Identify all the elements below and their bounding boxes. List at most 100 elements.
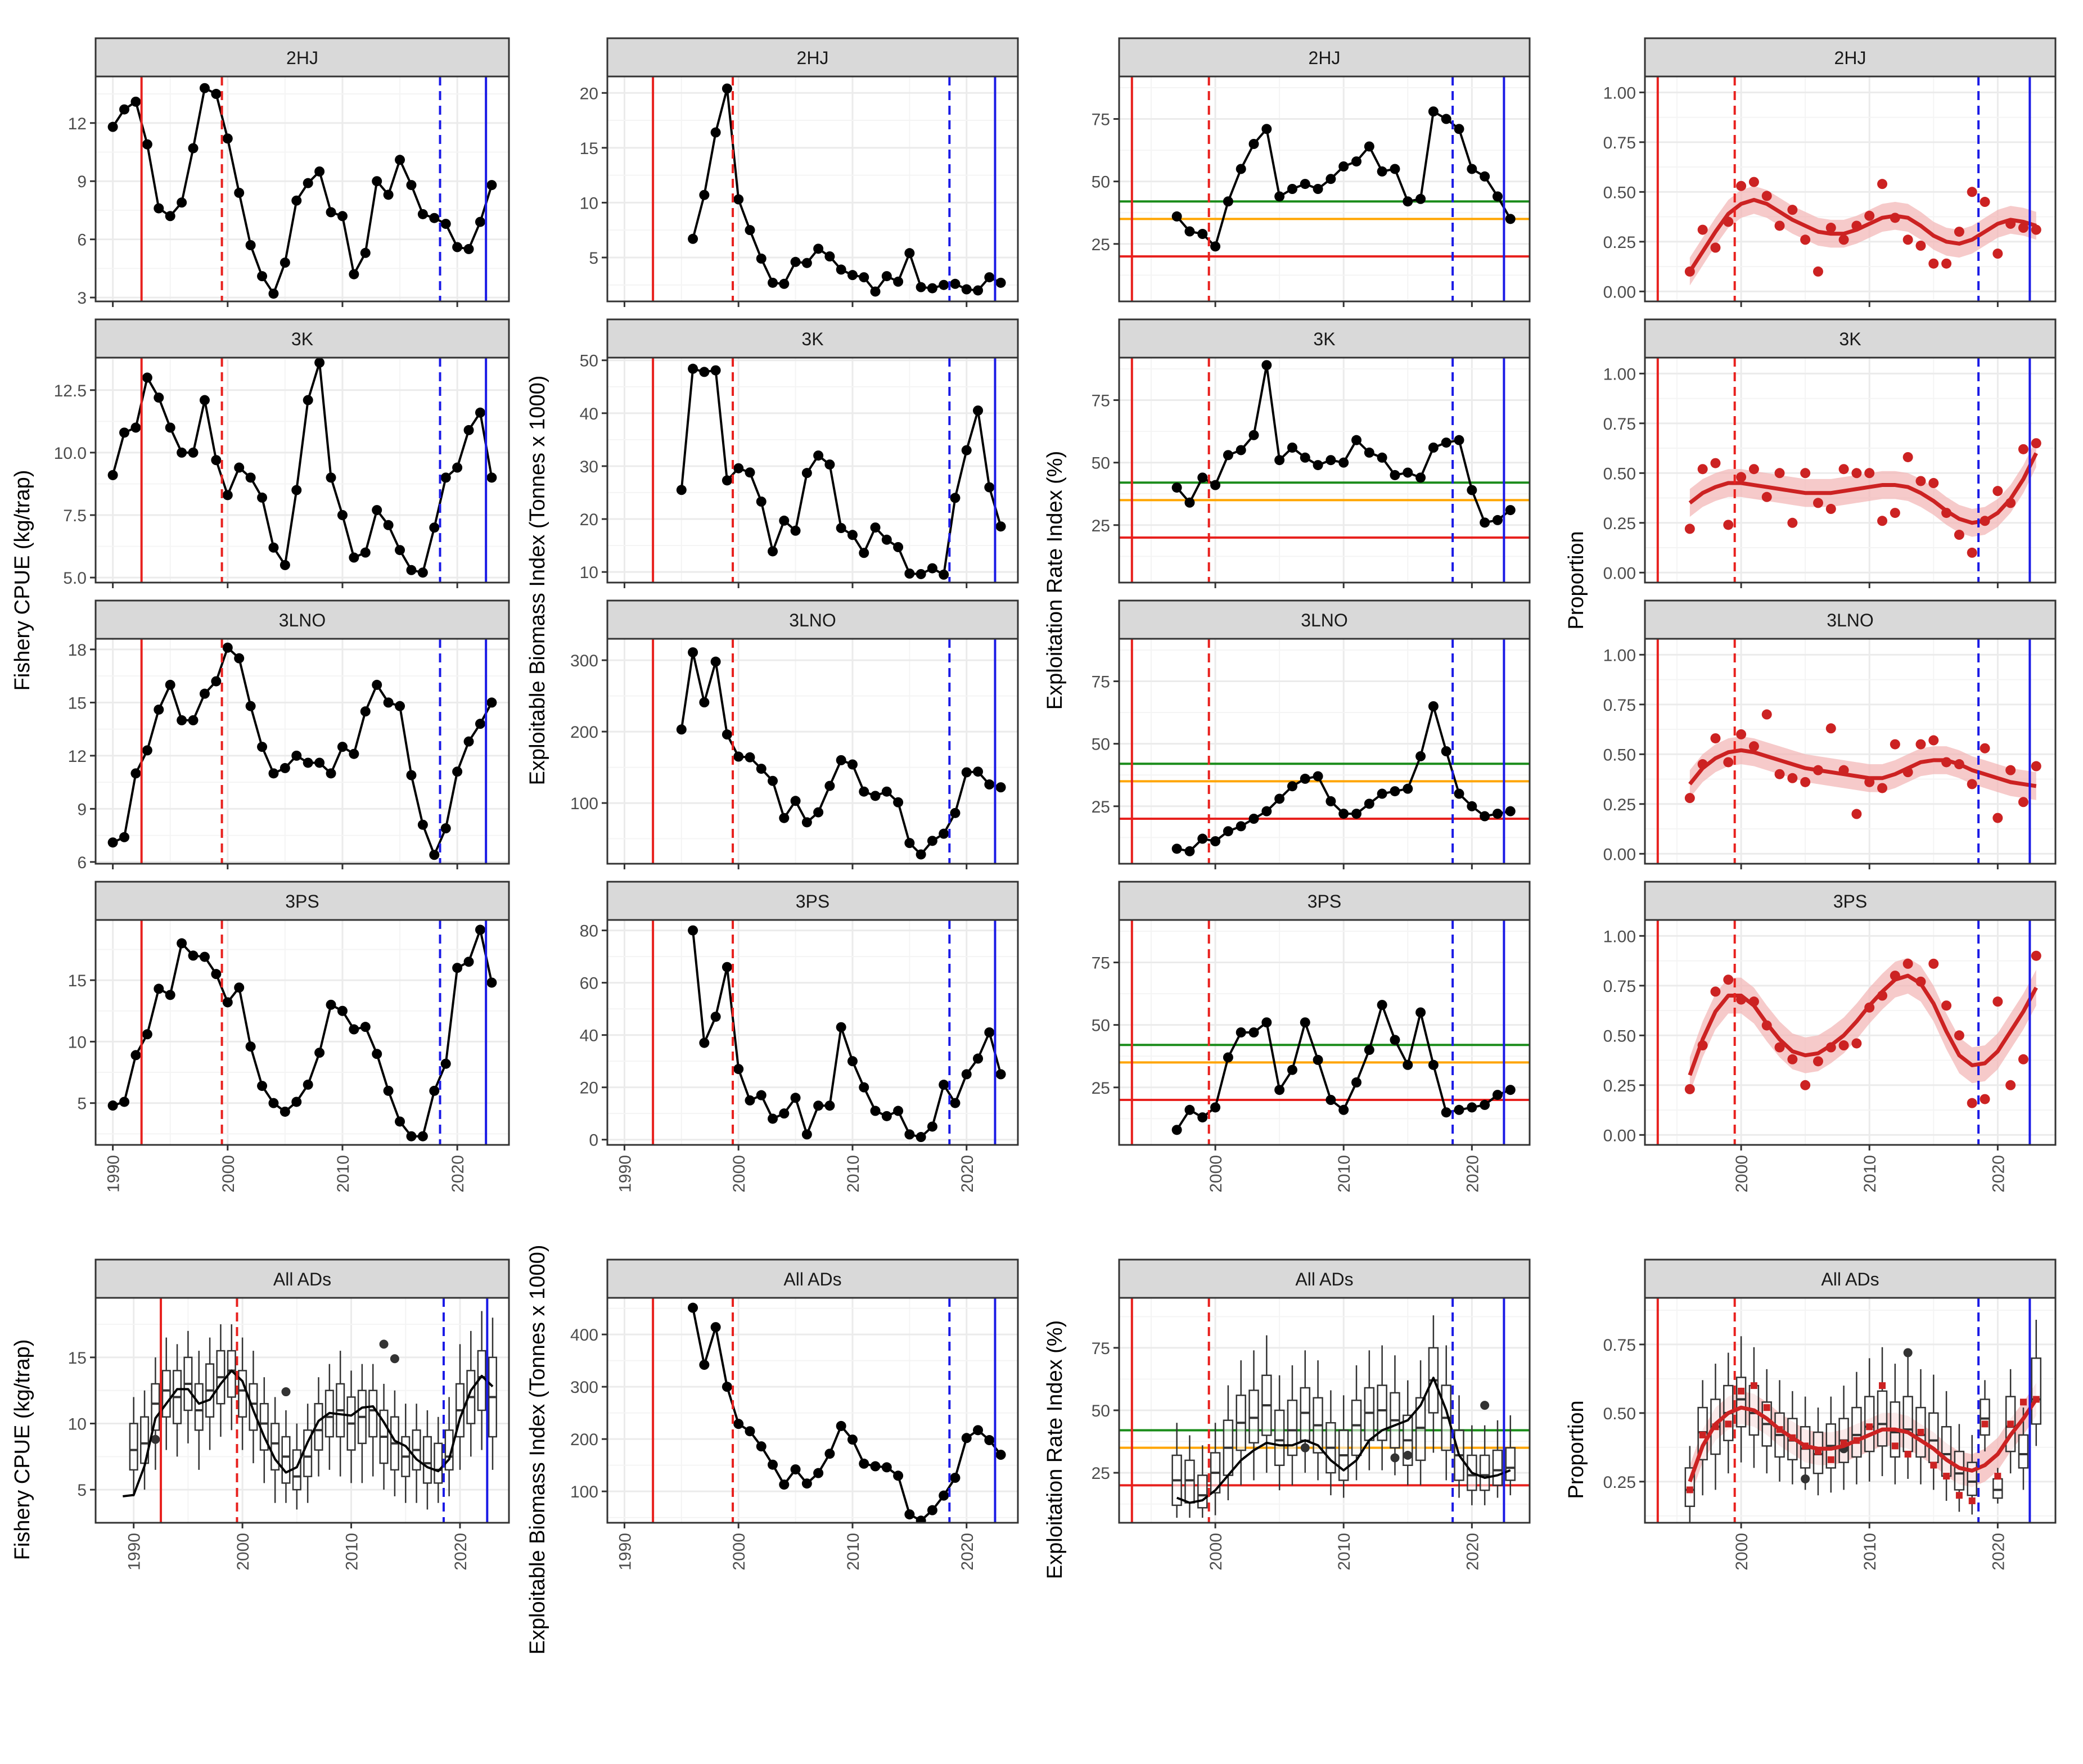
data-point — [279, 258, 290, 268]
data-point — [1428, 701, 1439, 711]
data-point — [1505, 1085, 1516, 1095]
data-point — [1736, 729, 1747, 739]
data-point — [372, 679, 382, 690]
data-point — [1697, 1040, 1708, 1051]
x-tick-label: 2000 — [234, 1533, 253, 1571]
x-tick-label: 1990 — [105, 1155, 123, 1193]
plot-area — [652, 920, 1006, 1145]
data-point — [1351, 1077, 1362, 1088]
data-point — [1866, 1423, 1873, 1431]
data-point — [234, 462, 245, 473]
plot-area — [1119, 920, 1530, 1145]
data-point — [1325, 174, 1336, 184]
panel-exploit-3lno: 3LNO 25 50 75 — [1092, 599, 1531, 869]
data-point — [1761, 1020, 1772, 1031]
data-point — [1851, 468, 1862, 479]
data-point — [1915, 240, 1926, 251]
data-point — [1787, 773, 1798, 783]
data-point — [939, 1490, 949, 1501]
data-point — [801, 258, 812, 268]
panel-grid: 2HJ 3 6 9 12 3K 5.0 7.5 10.0 12.5 3LNO 6 9 12 15 18 3PS 5… — [54, 37, 2057, 1571]
facet-strip — [606, 881, 1019, 921]
data-point — [1761, 709, 1772, 720]
ylabel-exploit-top: Exploitation Rate Index (%) — [1043, 451, 1067, 710]
y-tick-label: 200 — [570, 1431, 598, 1449]
y-tick-label: 0.00 — [1603, 1126, 1636, 1145]
data-point — [688, 925, 698, 936]
box-iqr — [1851, 1406, 1862, 1458]
data-point — [1313, 460, 1323, 471]
data-point — [870, 791, 881, 801]
data-point — [1827, 1456, 1834, 1463]
y-tick-label: 25 — [1092, 1464, 1110, 1483]
panel-background — [1119, 358, 1530, 583]
data-point — [107, 470, 118, 480]
data-point — [881, 1462, 892, 1473]
data-point — [1891, 1442, 1899, 1450]
plot-area — [1656, 920, 2041, 1145]
facet-strip — [94, 37, 510, 78]
data-point — [177, 197, 187, 208]
y-tick-label: 75 — [1092, 673, 1110, 692]
data-point — [722, 729, 732, 740]
data-point — [1954, 227, 1964, 237]
facet-strip-label: 3K — [1839, 329, 1861, 349]
data-point — [1800, 777, 1811, 787]
y-tick-label: 75 — [1092, 954, 1110, 973]
data-point — [257, 271, 268, 282]
data-point — [756, 253, 767, 264]
data-point — [927, 283, 937, 294]
data-point — [1467, 485, 1477, 495]
data-point — [1967, 547, 1977, 558]
data-point — [1710, 733, 1721, 743]
data-point — [303, 395, 313, 405]
panel-biomass-2hj: 2HJ 5 10 15 20 — [580, 37, 1019, 307]
data-point — [1236, 164, 1246, 174]
data-point — [710, 1322, 721, 1333]
panel-exploit-all-ads: All ADs 25 50 75 2000 2010 2020 — [1092, 1258, 1531, 1571]
data-point — [1184, 226, 1195, 237]
panel-biomass-3lno: 3LNO 100 200 300 — [570, 599, 1019, 869]
data-point — [268, 288, 279, 299]
data-point — [1197, 472, 1208, 483]
panel-background — [96, 920, 509, 1145]
data-point — [745, 1426, 755, 1437]
data-point — [1710, 986, 1721, 997]
data-point — [916, 849, 926, 860]
plot-area — [107, 920, 497, 1145]
panel-proportion-2hj: 2HJ 0.00 0.25 0.50 0.75 1.00 — [1603, 37, 2057, 307]
panel-background — [607, 920, 1018, 1145]
data-point — [733, 1064, 744, 1075]
data-point — [1980, 743, 1990, 754]
data-point — [257, 492, 268, 503]
data-point — [1800, 468, 1811, 479]
box-iqr — [1184, 1459, 1195, 1504]
facet-strip — [1118, 37, 1531, 78]
y-tick-label: 80 — [580, 922, 598, 941]
data-point — [961, 1069, 972, 1080]
facet-strip-label: 3K — [291, 329, 313, 349]
facet-strip — [606, 599, 1019, 640]
data-point — [486, 977, 497, 988]
data-point — [790, 796, 801, 806]
y-tick-label: 50 — [1092, 1017, 1110, 1035]
data-point — [326, 472, 336, 483]
data-point — [1492, 191, 1503, 202]
data-point — [486, 180, 497, 191]
data-point — [1300, 452, 1310, 463]
data-point — [893, 542, 904, 552]
y-tick-label: 300 — [570, 1378, 598, 1397]
facet-strip — [606, 318, 1019, 359]
box-iqr — [1735, 1377, 1747, 1428]
box-iqr — [1928, 1412, 1939, 1463]
y-tick-label: 75 — [1092, 392, 1110, 410]
box-outlier — [1390, 1453, 1400, 1463]
data-point — [1351, 435, 1362, 445]
data-point — [1377, 452, 1387, 463]
data-point — [1686, 1486, 1693, 1494]
box-outlier — [390, 1354, 399, 1364]
x-tick-label: 2000 — [1733, 1155, 1751, 1193]
data-point — [950, 1098, 961, 1108]
y-tick-label: 25 — [1092, 517, 1110, 535]
data-point — [745, 467, 755, 478]
